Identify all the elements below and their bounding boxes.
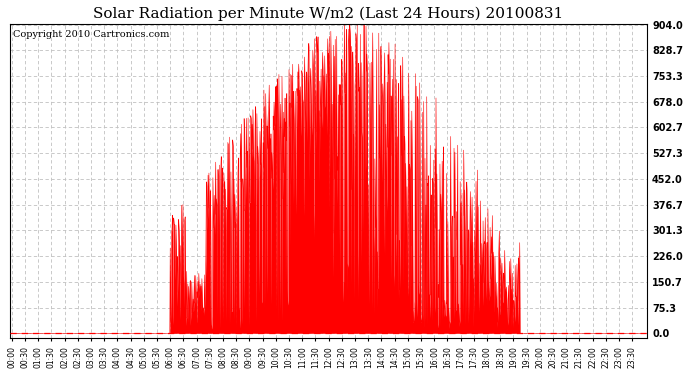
Title: Solar Radiation per Minute W/m2 (Last 24 Hours) 20100831: Solar Radiation per Minute W/m2 (Last 24… <box>93 7 564 21</box>
Text: Copyright 2010 Cartronics.com: Copyright 2010 Cartronics.com <box>13 30 169 39</box>
